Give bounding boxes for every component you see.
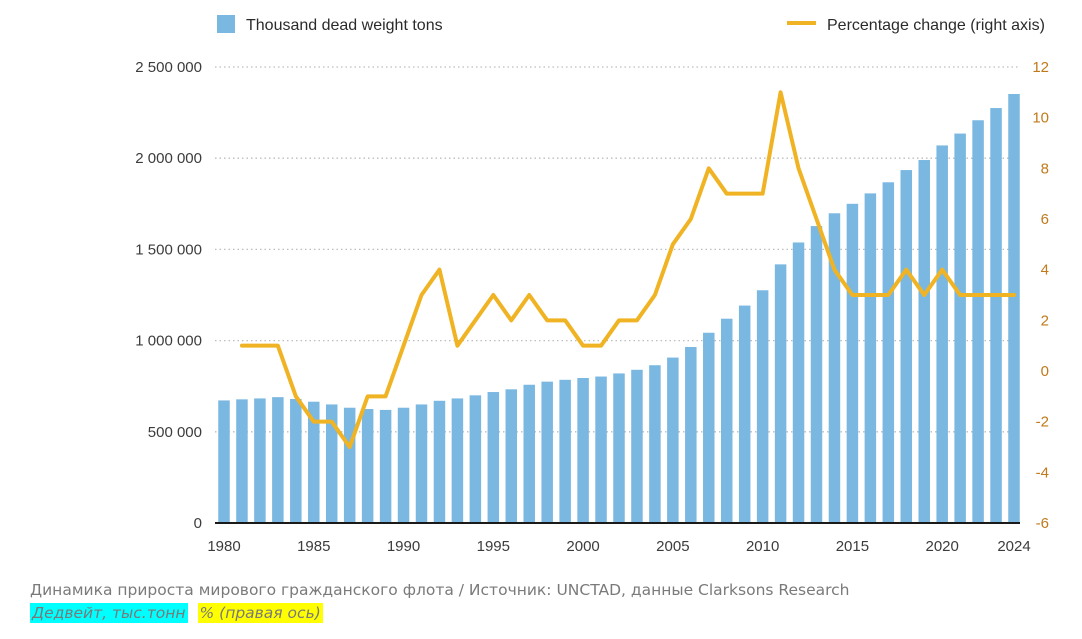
x-tick-label: 2024: [997, 538, 1030, 555]
bar: [972, 120, 984, 523]
bar: [487, 392, 500, 523]
x-tick-label: 1990: [387, 538, 420, 555]
bar: [900, 170, 913, 523]
bar: [613, 373, 625, 523]
y-tick-label: 2 000 000: [135, 150, 202, 167]
y-tick-label: 2 500 000: [135, 59, 202, 76]
y2-tick-label: 6: [1041, 211, 1049, 228]
y2-tick-label: -6: [1036, 515, 1049, 532]
bar: [828, 213, 841, 524]
bar: [990, 108, 1002, 523]
bar: [415, 404, 428, 523]
line-series: [239, 90, 1016, 449]
bar: [451, 398, 464, 523]
bar: [397, 407, 410, 523]
caption-tags: Дедвейт, тыс.тонн % (правая ось): [30, 603, 323, 623]
x-tick-label: 2010: [746, 538, 779, 555]
bar: [918, 160, 930, 524]
legend-bars-swatch: [217, 15, 235, 33]
tag-percent: % (правая ось): [197, 603, 323, 623]
bar: [649, 365, 661, 523]
bar: [379, 409, 392, 523]
y2-tick-label: -4: [1036, 464, 1049, 481]
bar: [541, 381, 553, 523]
y-tick-label: 1 000 000: [135, 333, 202, 350]
bar: [254, 398, 266, 523]
y2-tick-label: 4: [1041, 262, 1049, 279]
bar: [218, 400, 230, 523]
y2-tick-label: 0: [1041, 363, 1049, 380]
x-tick-label: 2020: [925, 538, 958, 555]
percentage-change-line: [239, 90, 1016, 449]
axes: 0 500 000 1 000 000 1 500 000 2 000 000 2 500…: [135, 59, 1049, 555]
legend-line-label: Percentage change (right axis): [827, 17, 1045, 34]
bar: [774, 264, 787, 523]
bar: [577, 377, 589, 523]
legend-bars-label: Thousand dead weight tons: [246, 17, 443, 34]
x-tick-label: 2015: [836, 538, 869, 555]
y2-tick-label: -2: [1036, 414, 1049, 431]
bar: [738, 305, 751, 523]
y2-tick-label: 12: [1032, 59, 1049, 76]
bar: [792, 242, 805, 523]
bar: [469, 395, 482, 523]
bar: [523, 384, 535, 523]
bar: [882, 182, 895, 523]
bar-series: [218, 93, 1020, 524]
bar: [631, 369, 643, 523]
y2-tick-label: 8: [1041, 160, 1049, 177]
x-tick-label: 1995: [477, 538, 510, 555]
bar: [325, 404, 338, 523]
y2-tick-label: 10: [1032, 110, 1049, 127]
y-tick-label: 0: [194, 515, 202, 532]
bar: [236, 399, 248, 523]
bar: [343, 407, 356, 523]
bar: [1008, 93, 1020, 523]
x-tick-label: 1980: [207, 538, 240, 555]
bar: [810, 226, 823, 523]
bar: [667, 357, 679, 523]
bar: [595, 376, 607, 523]
tag-deadweight: Дедвейт, тыс.тонн: [30, 603, 188, 623]
bar: [361, 409, 374, 523]
bar: [559, 379, 571, 523]
chart: Thousand dead weight tons Percentage cha…: [135, 15, 1049, 555]
bar: [685, 346, 697, 523]
bar: [720, 318, 733, 523]
bar: [505, 389, 518, 523]
y2-tick-label: 2: [1041, 312, 1049, 329]
bar: [433, 400, 446, 523]
chart-caption: Динамика прироста мирового гражданского …: [30, 581, 850, 599]
bar: [272, 397, 284, 523]
bar: [846, 203, 859, 524]
legend: Thousand dead weight tons Percentage cha…: [217, 15, 1045, 34]
y-tick-label: 1 500 000: [135, 241, 202, 258]
bar: [756, 290, 769, 523]
bar: [290, 398, 302, 523]
x-tick-label: 1985: [297, 538, 330, 555]
bar: [308, 401, 320, 523]
bar: [864, 193, 877, 523]
bar: [703, 332, 715, 523]
bar: [936, 145, 948, 523]
x-tick-label: 2005: [656, 538, 689, 555]
x-tick-label: 2000: [566, 538, 599, 555]
bar: [954, 133, 966, 524]
y-tick-label: 500 000: [148, 424, 202, 441]
